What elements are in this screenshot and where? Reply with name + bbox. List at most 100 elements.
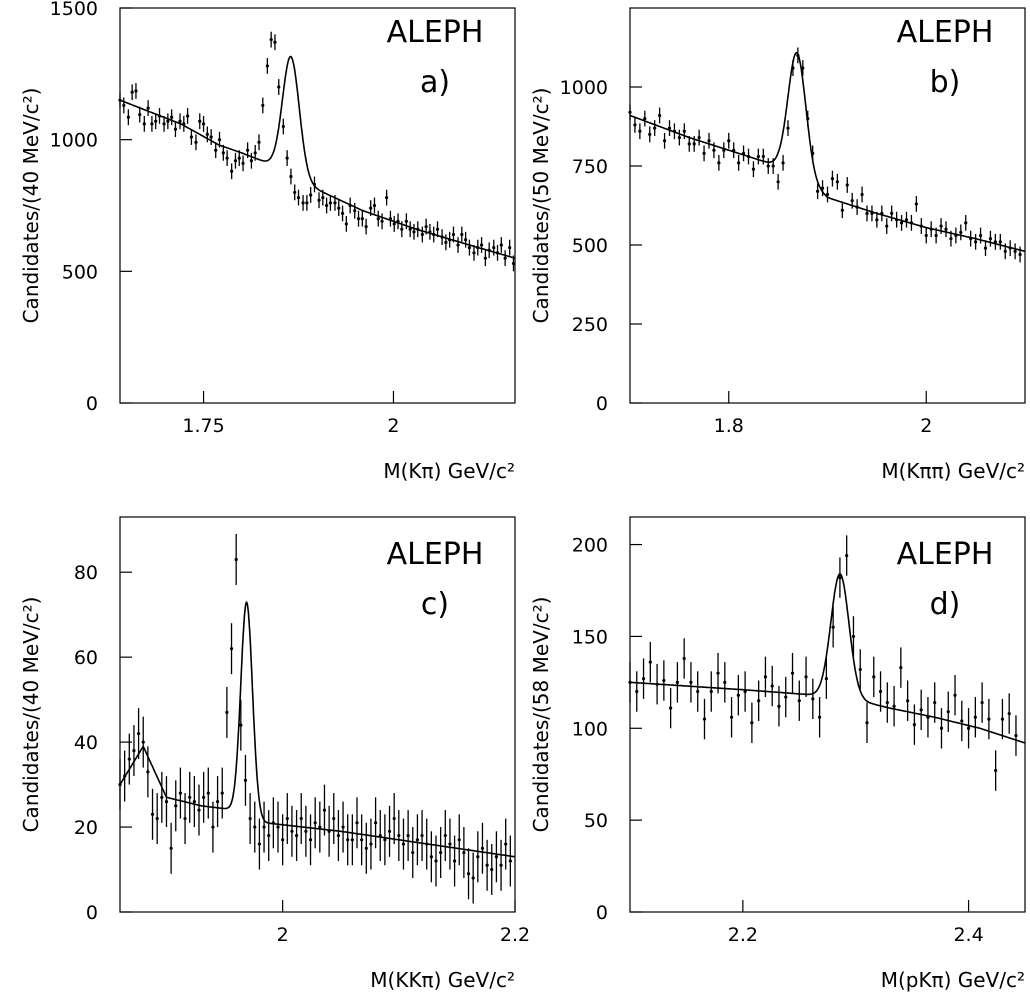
data-point bbox=[825, 192, 830, 197]
data-point bbox=[344, 222, 348, 226]
data-point bbox=[462, 850, 466, 855]
data-point bbox=[959, 230, 963, 234]
data-point bbox=[761, 154, 765, 159]
data-point bbox=[273, 40, 277, 44]
data-point bbox=[215, 799, 220, 804]
x-tick-label: 2.2 bbox=[728, 924, 758, 946]
data-point bbox=[816, 189, 820, 193]
data-point bbox=[162, 122, 166, 126]
data-point bbox=[401, 842, 406, 846]
data-point bbox=[457, 838, 461, 842]
data-point bbox=[337, 206, 341, 210]
data-point bbox=[424, 224, 428, 229]
fit-curve bbox=[119, 601, 516, 858]
fit-curve bbox=[629, 573, 1026, 744]
data-point bbox=[669, 706, 673, 710]
data-point bbox=[376, 217, 380, 221]
data-point bbox=[1018, 252, 1022, 257]
data-point bbox=[689, 680, 693, 684]
data-point bbox=[155, 816, 159, 821]
data-point bbox=[276, 825, 280, 829]
data-point bbox=[865, 721, 869, 725]
data-point bbox=[804, 675, 808, 679]
data-point bbox=[1013, 249, 1017, 253]
data-point bbox=[696, 689, 700, 694]
data-point bbox=[355, 821, 359, 825]
data-point bbox=[253, 151, 257, 155]
data-point bbox=[262, 825, 266, 829]
data-point bbox=[189, 135, 194, 139]
y-axis-label: Candidates/(40 MeV/c²) bbox=[19, 88, 43, 324]
data-point bbox=[885, 224, 889, 228]
x-axis-label: M(Kπ) GeV/c² bbox=[383, 459, 515, 483]
data-point bbox=[277, 85, 281, 89]
data-point bbox=[811, 697, 815, 701]
data-point bbox=[372, 203, 377, 208]
data-point bbox=[885, 700, 889, 705]
data-point bbox=[781, 161, 785, 165]
data-point bbox=[146, 106, 150, 110]
data-point bbox=[845, 553, 849, 558]
data-point bbox=[239, 723, 243, 727]
data-point bbox=[949, 237, 953, 241]
data-point bbox=[988, 237, 993, 241]
data-point bbox=[243, 778, 248, 782]
data-point bbox=[411, 850, 415, 855]
data-point bbox=[373, 821, 378, 825]
data-point bbox=[850, 199, 854, 203]
y-tick-label: 20 bbox=[74, 817, 98, 839]
y-tick-label: 1500 bbox=[50, 0, 98, 20]
x-tick-label: 2 bbox=[387, 415, 399, 437]
data-point bbox=[983, 246, 988, 250]
data-point bbox=[511, 261, 516, 266]
data-point bbox=[973, 715, 977, 719]
data-point bbox=[301, 201, 305, 205]
data-point bbox=[494, 855, 499, 859]
chart-panel-b: 0 250 500 750 1000 1.8 2 ALEPH b) M(Kππ) GeV/c² Ca… bbox=[529, 7, 1026, 483]
data-point bbox=[845, 183, 849, 187]
data-point bbox=[142, 122, 146, 126]
data-point bbox=[412, 230, 416, 234]
data-point bbox=[763, 675, 768, 679]
data-point bbox=[400, 227, 404, 231]
data-point bbox=[717, 161, 721, 165]
data-point bbox=[346, 838, 350, 842]
chart-panel-c: 0 20 40 60 80 2 2.2 ALEPH c) M(KKπ) GeV/c² Candida… bbox=[19, 516, 530, 992]
data-point bbox=[265, 64, 269, 68]
data-point bbox=[340, 211, 345, 215]
y-axis-label: Candidates/(58 MeV/c²) bbox=[529, 597, 553, 833]
data-point bbox=[397, 833, 401, 838]
y-tick-label: 60 bbox=[74, 647, 98, 669]
data-point bbox=[285, 156, 289, 160]
x-tick-label: 1.8 bbox=[714, 415, 744, 437]
data-point bbox=[269, 38, 273, 42]
data-point bbox=[392, 222, 396, 226]
data-point bbox=[771, 164, 775, 168]
y-tick-label: 80 bbox=[74, 562, 98, 584]
data-point bbox=[820, 186, 825, 190]
y-tick-label: 250 bbox=[572, 314, 608, 336]
y-tick-label: 0 bbox=[86, 393, 98, 415]
data-point bbox=[197, 808, 201, 812]
data-point bbox=[332, 816, 336, 821]
data-point bbox=[160, 795, 164, 799]
data-point bbox=[677, 135, 681, 140]
data-point bbox=[122, 103, 126, 108]
x-tick-label: 2.2 bbox=[500, 924, 530, 946]
data-point bbox=[707, 139, 711, 143]
data-point bbox=[994, 768, 998, 773]
data-point bbox=[790, 671, 795, 675]
data-point bbox=[451, 232, 456, 237]
data-point bbox=[723, 680, 727, 684]
data-point bbox=[289, 174, 293, 179]
data-point bbox=[662, 678, 666, 683]
y-tick-label: 0 bbox=[596, 902, 608, 924]
plot-frame bbox=[629, 7, 1026, 404]
data-point bbox=[406, 833, 410, 838]
data-point bbox=[878, 689, 883, 694]
data-point bbox=[472, 251, 476, 255]
data-point bbox=[299, 816, 303, 821]
data-point bbox=[321, 196, 325, 200]
data-point bbox=[294, 833, 299, 838]
data-point bbox=[130, 90, 134, 94]
